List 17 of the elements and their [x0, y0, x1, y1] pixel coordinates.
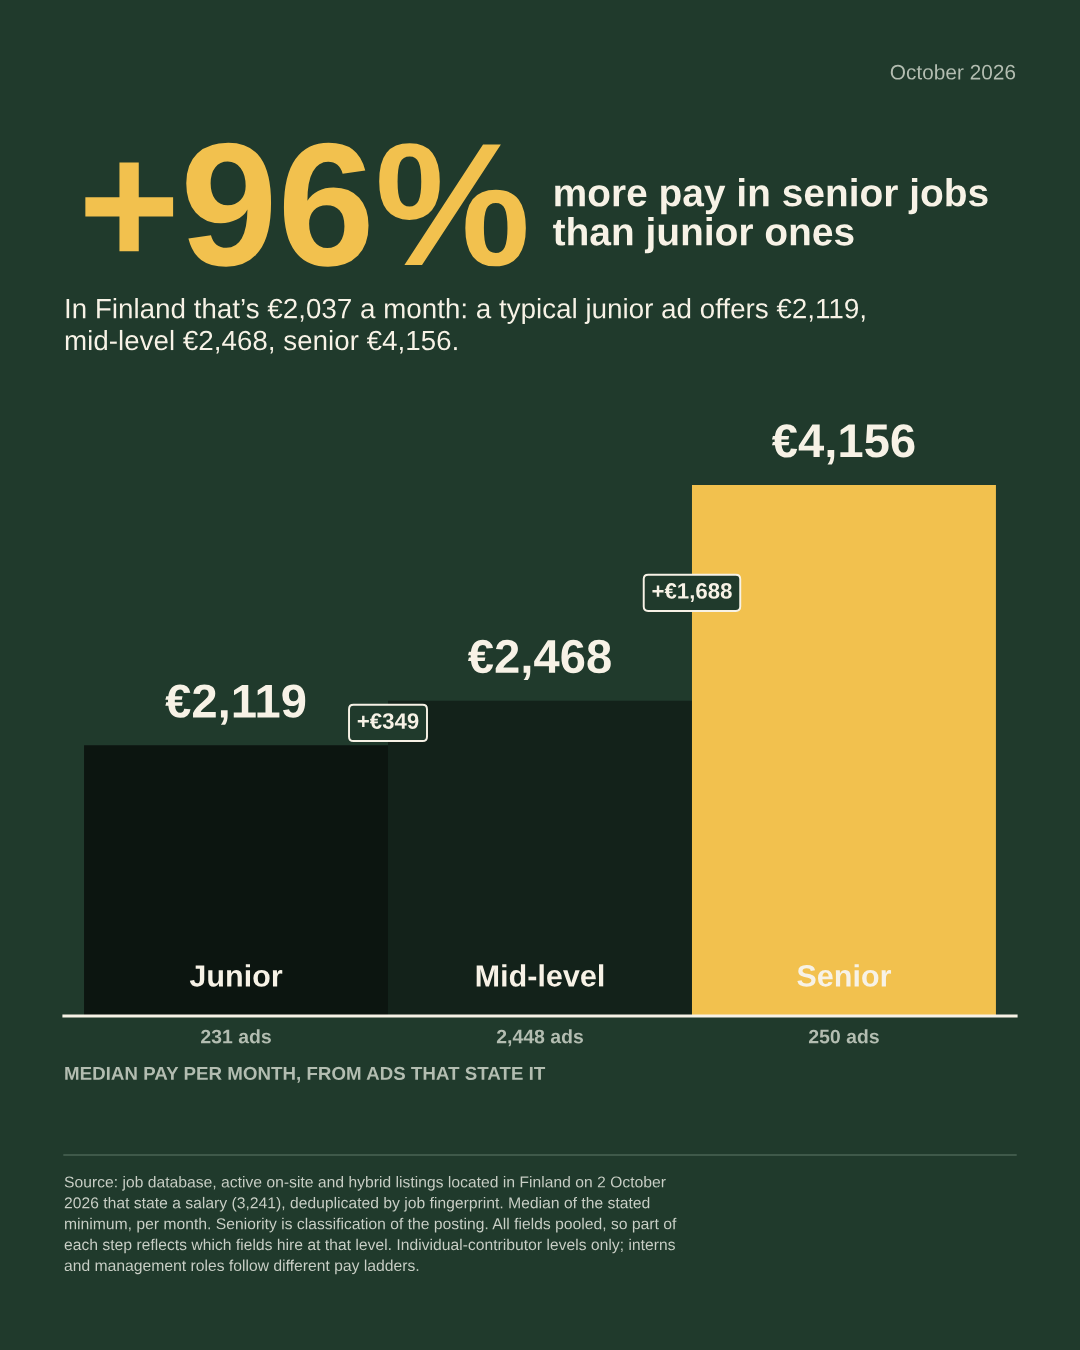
text: October 2026: [890, 64, 1016, 80]
x-tick-label: Mid-level: [476, 964, 604, 987]
text: In Finland that’s €2,037 a month: a typical junior ad offers €2,119, mid-level €2,468, senior €4,156.: [65, 298, 865, 354]
x-tick-label: Junior: [189, 964, 283, 987]
x-tick-label: Senior: [797, 964, 892, 987]
data-label: €2,468: [468, 639, 611, 681]
data-label: €2,119: [165, 684, 306, 725]
annotation: +€1,688: [652, 583, 732, 602]
annotation: +€349: [357, 713, 419, 729]
text: 231 ads: [201, 1029, 271, 1044]
data-label: €4,156: [771, 424, 915, 465]
source-note: Source: job database, active on-site and hybrid listings located in Finland on 2 October 2026 that state a salary (3,241), deduplicated by job fingerprint. Median of the stated minimum, per month. Seniority is classification of the posting. All fields pooled, so part of each step reflects which fields hire at that level. Individual-contributor levels only; interns and management roles follow different pay ladders.: [64, 1176, 677, 1275]
text: MEDIAN PAY PER MONTH, FROM ADS THAT STATE IT: [65, 1066, 546, 1083]
chart-subtitle: more pay in senior jobs than junior ones: [553, 178, 988, 254]
chart-title: +96%: [85, 142, 526, 267]
text: 2,448 ads: [496, 1029, 583, 1047]
text: 250 ads: [808, 1029, 879, 1044]
